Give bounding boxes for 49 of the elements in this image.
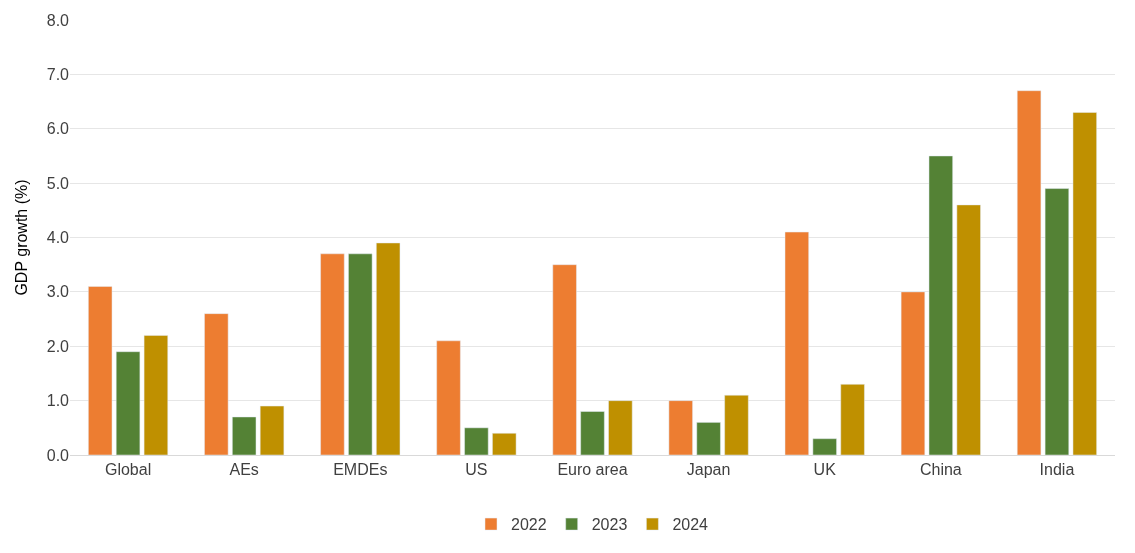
bar	[204, 313, 229, 455]
bar	[464, 427, 489, 455]
bar	[1044, 188, 1070, 455]
y-tick-label: 7.0	[46, 65, 70, 83]
legend-label: 2023	[591, 516, 628, 534]
bar	[232, 416, 257, 455]
bar	[376, 242, 401, 455]
bar	[259, 405, 285, 455]
x-tick-label: US	[465, 461, 488, 479]
y-tick-label: 0.0	[46, 446, 70, 464]
bar	[320, 253, 345, 455]
bar	[608, 400, 633, 455]
y-tick-label: 6.0	[46, 120, 70, 138]
x-tick-label: India	[1039, 461, 1075, 479]
y-axis-title: GDP growth (%)	[12, 179, 30, 296]
bar	[492, 433, 517, 455]
x-tick-label: Global	[104, 461, 152, 479]
x-tick-label: Japan	[686, 461, 731, 479]
x-tick-label: UK	[813, 461, 837, 479]
bar	[88, 286, 113, 455]
y-tick-label: 2.0	[46, 337, 70, 355]
bar	[552, 264, 577, 455]
bar	[812, 438, 837, 455]
x-tick-label: Euro area	[557, 461, 628, 479]
bar	[580, 411, 605, 455]
legend-label: 2022	[511, 516, 547, 534]
bar	[115, 351, 141, 455]
x-tick-label: EMDEs	[333, 461, 388, 479]
y-tick-label: 5.0	[46, 174, 70, 192]
y-tick-label: 8.0	[46, 11, 70, 29]
x-tick-label: China	[919, 461, 962, 479]
legend-label: 2024	[672, 516, 709, 534]
y-tick-label: 4.0	[46, 229, 70, 247]
bar	[1016, 90, 1042, 455]
bar	[724, 394, 749, 455]
y-tick-label: 1.0	[46, 392, 70, 410]
bar	[956, 204, 981, 455]
bar	[436, 340, 461, 455]
bar	[928, 155, 953, 455]
bar	[348, 253, 373, 455]
bar	[784, 231, 809, 455]
bar	[840, 384, 865, 455]
bar	[1072, 112, 1097, 455]
y-tick-label: 3.0	[46, 283, 70, 301]
bar	[900, 291, 926, 455]
x-tick-label: AEs	[229, 461, 259, 479]
bar	[143, 335, 169, 455]
bar	[668, 400, 693, 455]
bar	[696, 422, 721, 455]
